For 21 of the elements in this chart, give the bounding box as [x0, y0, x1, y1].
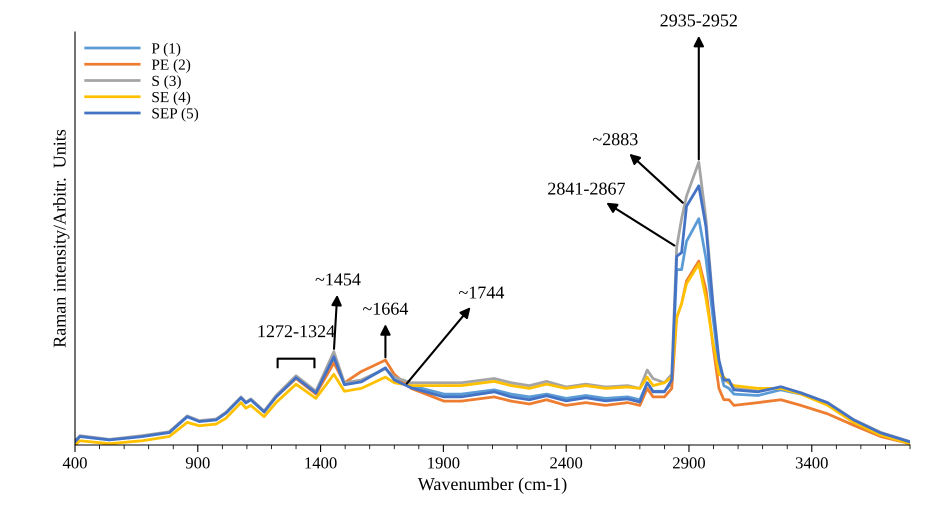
annotation: ~2883 — [592, 133, 638, 146]
legend-label: PE (2) — [152, 59, 190, 73]
annotation: ~1454 — [316, 273, 361, 286]
annotation: ~1744 — [459, 286, 504, 298]
legend-label: SEP (5) — [152, 108, 198, 122]
x-axis-title: Wavenumber (cm-1) — [418, 477, 566, 494]
legend-label: P (1) — [152, 42, 180, 57]
legend-label: SE (4) — [152, 92, 190, 106]
y-axis-title: Raman intensity/Arbitr. Units — [53, 130, 70, 348]
x-tick-label: 900 — [186, 457, 210, 469]
legend-label: S (3) — [152, 75, 181, 90]
x-tick-label: 1900 — [428, 457, 460, 469]
annotation: 2841-2867 — [548, 182, 626, 195]
annotation: 1272-1324 — [258, 325, 335, 338]
x-tick-label: 2900 — [673, 457, 705, 469]
x-tick-label: 400 — [62, 457, 87, 469]
annotation: ~1664 — [362, 302, 408, 315]
x-tick-label: 1400 — [305, 457, 337, 469]
x-tick-label: 3400 — [796, 457, 828, 469]
annotation: 2935-2952 — [660, 14, 737, 27]
x-tick-label: 2400 — [550, 457, 582, 469]
